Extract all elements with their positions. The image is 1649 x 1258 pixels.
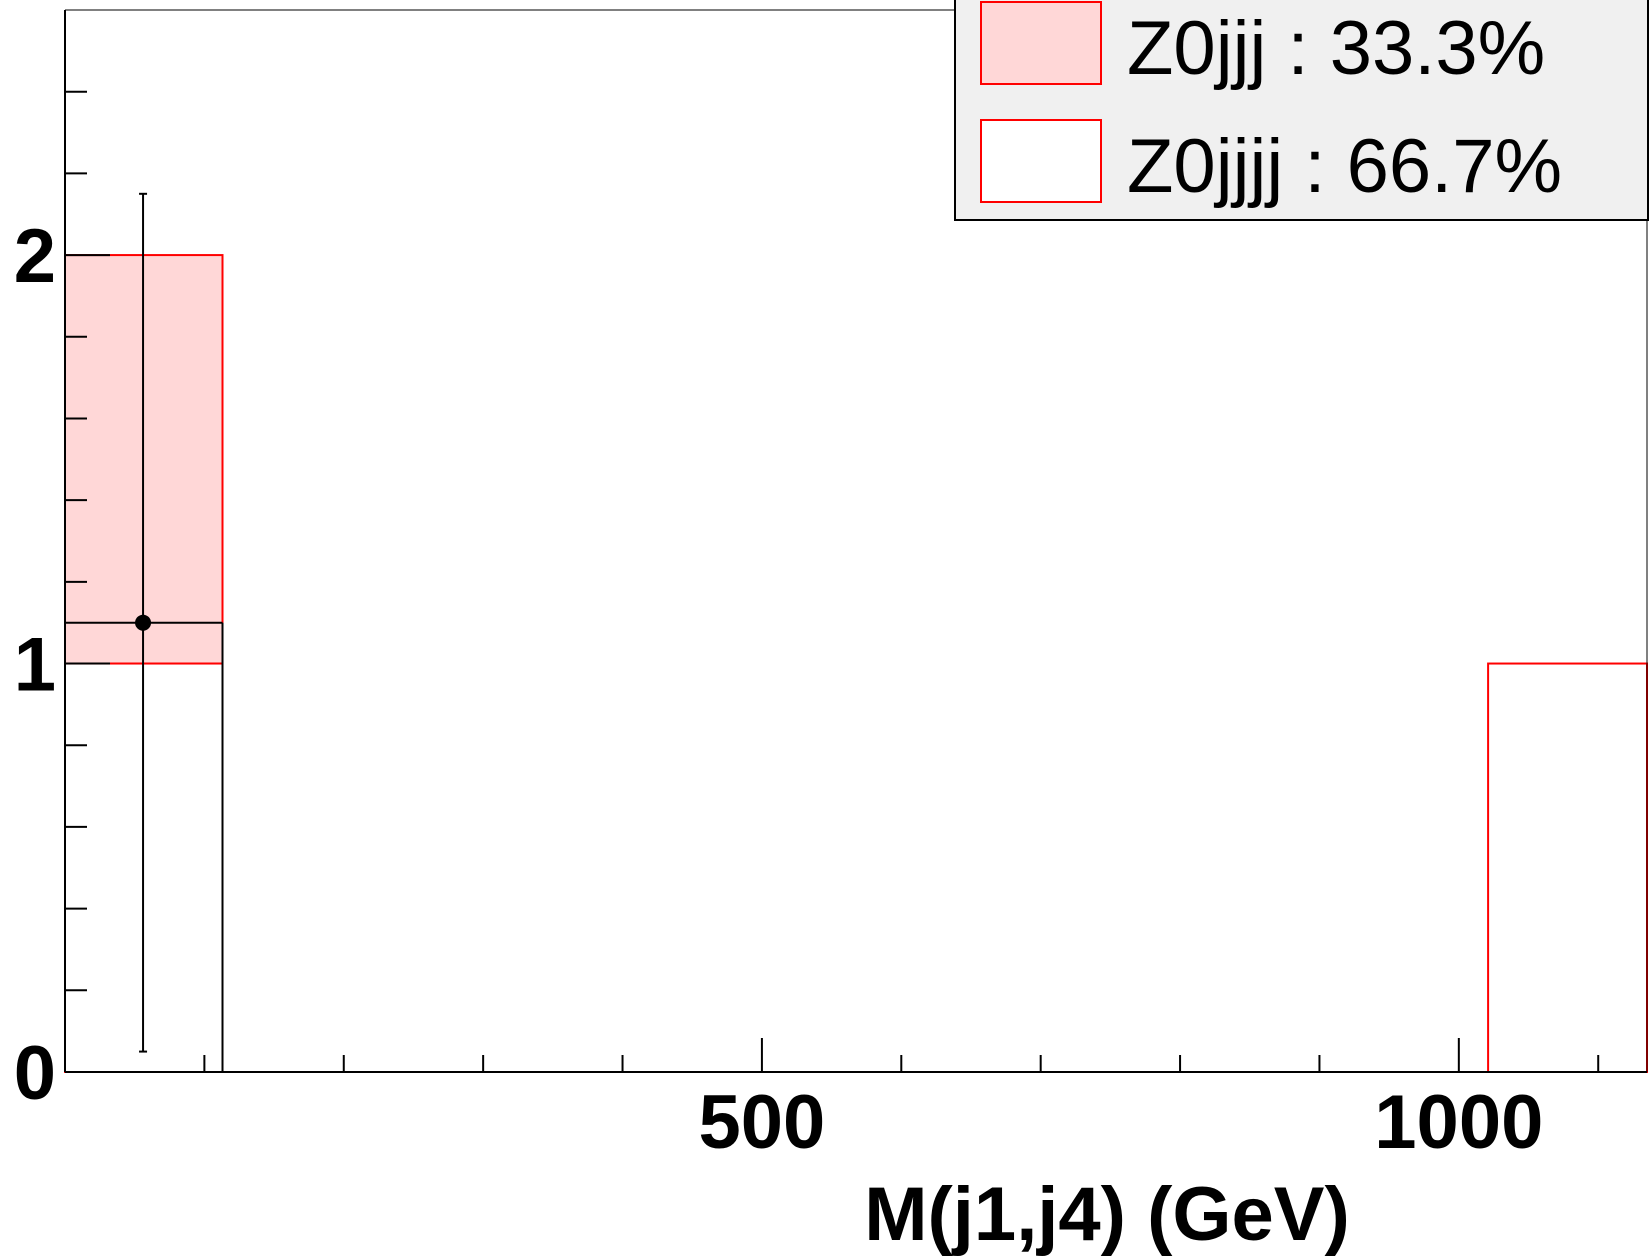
data-points-layer [65,192,224,1072]
data-point-1 [135,614,152,631]
legend-label-2: Z0jjjj : 66.7% [1127,124,1562,209]
legend-label-1: Z0jjj : 33.3% [1127,6,1545,91]
y-tick-label-2: 2 [14,214,56,299]
y-tick-label-1: 1 [14,623,56,708]
legend-swatch-1 [980,1,1102,85]
tick-labels-layer: 500 1000 0 1 2 [14,214,1544,1165]
y-tick-label-0: 0 [14,1031,56,1116]
histogram-bar-2-2 [1487,662,1648,1073]
legend: Z0jjj : 33.3% Z0jjjj : 66.7% [954,0,1649,221]
ticks-layer [65,90,1600,1072]
legend-swatch-2 [980,119,1102,203]
x-tick-label-500: 500 [699,1080,826,1165]
x-axis-title: M(j1,j4) (GeV) [864,1172,1350,1257]
x-tick-label-1000: 1000 [1374,1080,1543,1165]
